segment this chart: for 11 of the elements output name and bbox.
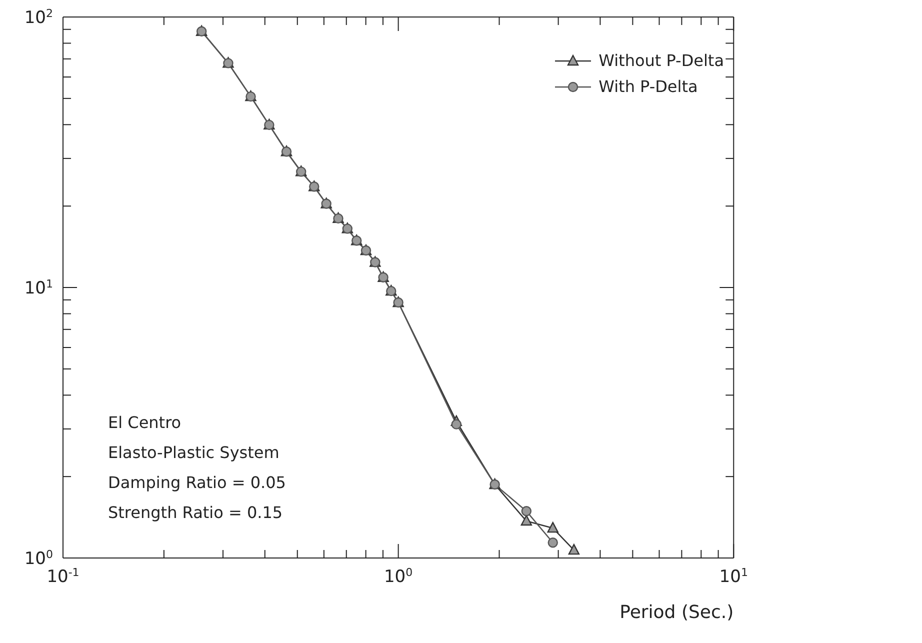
legend-label: With P-Delta: [598, 76, 698, 98]
x-axis-title: Period (Sec.): [620, 602, 734, 623]
y-tick-label: 10$^{2}$: [24, 6, 53, 28]
x-tick-label: 10$^{1}$: [719, 566, 748, 587]
y-tick-label: 10$^{1}$: [24, 277, 53, 298]
annotation: El Centro: [108, 412, 182, 434]
annotation: Strength Ratio = 0.15: [108, 502, 284, 524]
legend-label: Without P-Delta: [598, 50, 724, 72]
x-tick-label: 10$^{0}$: [384, 566, 413, 587]
annotation: Elasto-Plastic System: [108, 442, 280, 464]
annotation: Damping Ratio = 0.05: [108, 472, 286, 494]
